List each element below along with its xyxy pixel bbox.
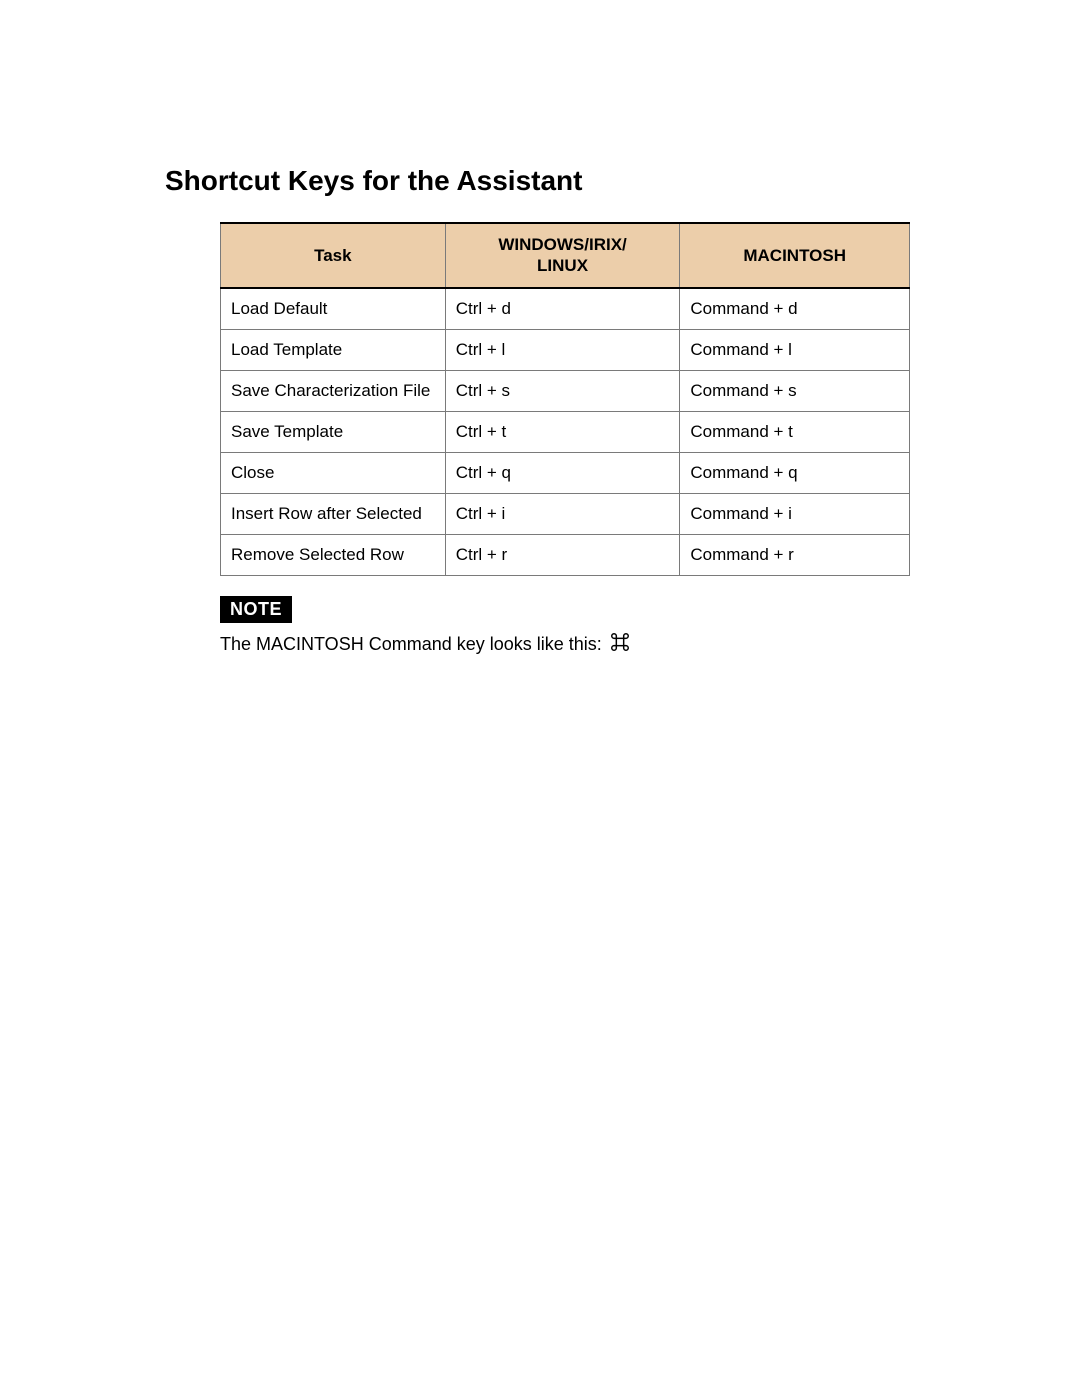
cell-windows: Ctrl + r xyxy=(445,535,680,576)
cell-windows: Ctrl + d xyxy=(445,288,680,330)
table-header-row: Task WINDOWS/IRIX/ LINUX MACINTOSH xyxy=(221,223,910,288)
table-row: Load Default Ctrl + d Command + d xyxy=(221,288,910,330)
note-section: NOTE xyxy=(220,596,915,623)
shortcut-table: Task WINDOWS/IRIX/ LINUX MACINTOSH Load … xyxy=(220,222,910,576)
col-header-windows-line2: LINUX xyxy=(537,256,588,275)
cell-task: Load Template xyxy=(221,329,446,370)
cell-mac: Command + i xyxy=(680,493,910,534)
cell-task: Close xyxy=(221,452,446,493)
table-row: Close Ctrl + q Command + q xyxy=(221,452,910,493)
command-key-icon xyxy=(609,631,631,658)
cell-task: Save Template xyxy=(221,411,446,452)
cell-task: Load Default xyxy=(221,288,446,330)
cell-mac: Command + q xyxy=(680,452,910,493)
cell-mac: Command + r xyxy=(680,535,910,576)
cell-task: Save Characterization File xyxy=(221,370,446,411)
table-row: Save Template Ctrl + t Command + t xyxy=(221,411,910,452)
cell-mac: Command + d xyxy=(680,288,910,330)
cell-task: Insert Row after Selected xyxy=(221,493,446,534)
cell-windows: Ctrl + s xyxy=(445,370,680,411)
page: Shortcut Keys for the Assistant Task WIN… xyxy=(0,0,1080,658)
cell-windows: Ctrl + t xyxy=(445,411,680,452)
note-text: The MACINTOSH Command key looks like thi… xyxy=(220,631,915,658)
cell-windows: Ctrl + l xyxy=(445,329,680,370)
col-header-macintosh: MACINTOSH xyxy=(680,223,910,288)
cell-windows: Ctrl + q xyxy=(445,452,680,493)
col-header-windows-line1: WINDOWS/IRIX/ xyxy=(498,235,626,254)
cell-mac: Command + l xyxy=(680,329,910,370)
table-row: Save Characterization File Ctrl + s Comm… xyxy=(221,370,910,411)
cell-windows: Ctrl + i xyxy=(445,493,680,534)
note-badge: NOTE xyxy=(220,596,292,623)
note-text-content: The MACINTOSH Command key looks like thi… xyxy=(220,634,607,654)
cell-mac: Command + t xyxy=(680,411,910,452)
cell-mac: Command + s xyxy=(680,370,910,411)
table-row: Remove Selected Row Ctrl + r Command + r xyxy=(221,535,910,576)
col-header-windows: WINDOWS/IRIX/ LINUX xyxy=(445,223,680,288)
table-row: Insert Row after Selected Ctrl + i Comma… xyxy=(221,493,910,534)
shortcut-table-wrap: Task WINDOWS/IRIX/ LINUX MACINTOSH Load … xyxy=(220,222,915,576)
cell-task: Remove Selected Row xyxy=(221,535,446,576)
table-row: Load Template Ctrl + l Command + l xyxy=(221,329,910,370)
page-title: Shortcut Keys for the Assistant xyxy=(165,165,915,197)
col-header-task: Task xyxy=(221,223,446,288)
